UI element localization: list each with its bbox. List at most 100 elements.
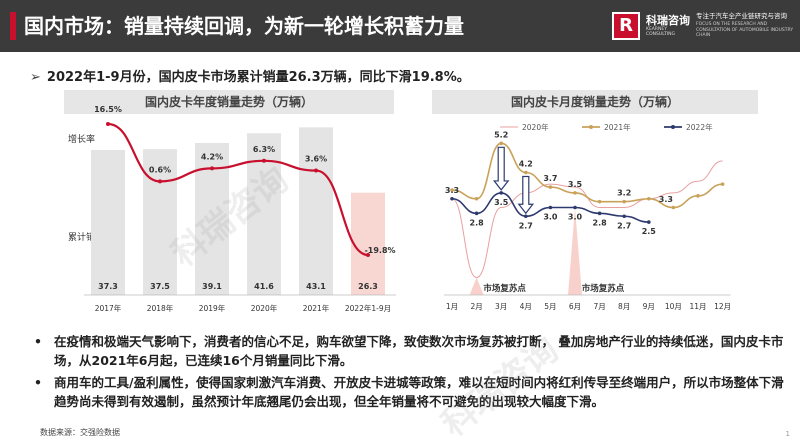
data-label-2022: 2.8 bbox=[470, 218, 485, 227]
series-point bbox=[647, 196, 651, 201]
recovery-highlight bbox=[469, 277, 484, 295]
series-point bbox=[622, 214, 626, 219]
data-label-2022: 2.7 bbox=[519, 221, 533, 230]
data-label-2022: 3.0 bbox=[568, 213, 583, 222]
growth-rate-line bbox=[107, 122, 369, 257]
growth-value-label: 4.2% bbox=[201, 152, 223, 161]
growth-point bbox=[158, 179, 162, 184]
series-point bbox=[671, 205, 676, 210]
bullet-text: 在疫情和极端天气影响下，消费者的信心不足，购车欲望下降，致使数次市场复苏被打断，… bbox=[54, 334, 784, 368]
series-line bbox=[451, 142, 723, 209]
data-label-2021: 5.2 bbox=[494, 130, 508, 139]
series-point bbox=[647, 220, 651, 224]
annual-chart-svg: 增长率累计销量37.32017年37.52018年39.12019年41.620… bbox=[68, 105, 396, 313]
x-tick-label: 4月 bbox=[520, 302, 532, 311]
data-label-2021: 3.7 bbox=[543, 174, 557, 183]
page-title: 国内市场：销量持续回调，为新一轮增长积蓄力量 bbox=[24, 14, 464, 38]
x-tick-label: 7月 bbox=[593, 302, 605, 311]
series-point bbox=[622, 199, 626, 204]
growth-value-label: 16.5% bbox=[94, 105, 122, 114]
legend-marker bbox=[671, 125, 675, 129]
bar-value-label: 37.3 bbox=[98, 282, 118, 291]
summary-text: 2022年1-9月份，国内皮卡市场累计销量26.3万辆，同比下滑19.8%。 bbox=[46, 70, 470, 85]
bullet-text: 商用车的工具/盈利属性，使得国家刺激汽车消费、开放皮卡进城等政策，难以在短时间内… bbox=[54, 375, 784, 409]
logo-slogan-english: FOCUS ON THE RESEARCH AND CONSULTATION O… bbox=[696, 22, 794, 38]
bullet-item: • 在疫情和极端天气影响下，消费者的信心不足，购车欲望下降，致使数次市场复苏被打断… bbox=[30, 332, 790, 370]
series-point bbox=[720, 182, 725, 186]
monthly-chart-svg: 2020年 2021年 2022年 5.2 4.2 3.7 3.5 3.2 3.3 2.8 3.5 2… bbox=[444, 122, 731, 311]
logo-mark-icon: R bbox=[612, 12, 640, 40]
growth-point bbox=[314, 168, 318, 173]
annotation-label: 市场复苏点 bbox=[582, 283, 625, 294]
growth-value-label: 6.3% bbox=[253, 145, 275, 154]
data-label-2021: 3.5 bbox=[568, 180, 583, 189]
logo-name: 科瑞咨询 bbox=[646, 14, 690, 27]
x-tick-label: 5月 bbox=[544, 302, 556, 311]
x-tick-label: 2018年 bbox=[147, 303, 174, 313]
bullet-list: • 在疫情和极端天气影响下，消费者的信心不足，购车欲望下降，致使数次市场复苏被打断… bbox=[30, 332, 790, 414]
annual-chart-title: 国内皮卡年度销量走势（万辆） bbox=[64, 90, 394, 114]
arrow-bullet-icon: ➢ bbox=[30, 70, 41, 85]
x-tick-label: 2019年 bbox=[199, 303, 226, 313]
company-logo: R 科瑞咨询 KEARNEY CONSULTING 专注于汽车全产业链研究与咨询… bbox=[612, 10, 793, 44]
x-tick-label: 12月 bbox=[714, 302, 731, 311]
series-point bbox=[696, 194, 700, 198]
growth-series-label: 增长率 bbox=[68, 133, 95, 145]
x-tick-label: 6月 bbox=[569, 302, 581, 311]
growth-value-label: 3.6% bbox=[305, 155, 327, 164]
data-label-2020: 3.3 bbox=[659, 195, 673, 204]
growth-point bbox=[106, 122, 110, 126]
data-label-2022: 2.8 bbox=[593, 218, 608, 227]
series-point bbox=[524, 214, 528, 219]
series-line bbox=[451, 160, 723, 279]
bar-value-label: 26.3 bbox=[358, 282, 378, 291]
data-label-2022: 2.5 bbox=[642, 227, 657, 236]
x-tick-label: 2022年1-9月 bbox=[345, 303, 391, 313]
series-point bbox=[474, 211, 479, 216]
x-tick-label: 2017年 bbox=[95, 303, 122, 313]
series-point bbox=[548, 185, 553, 189]
series-point bbox=[597, 211, 602, 216]
header-bar: 国内市场：销量持续回调，为新一轮增长积蓄力量 R 科瑞咨询 KEARNEY CO… bbox=[0, 0, 800, 52]
x-tick-label: 1月 bbox=[446, 302, 458, 311]
x-tick-label: 11月 bbox=[689, 302, 706, 311]
x-tick-label: 10月 bbox=[665, 302, 682, 311]
decline-arrow-icon bbox=[492, 146, 510, 191]
legend-label: 2022年 bbox=[686, 122, 713, 132]
bar-value-label: 43.1 bbox=[306, 282, 326, 291]
legend-label: 2020年 bbox=[522, 122, 549, 132]
annotation-label: 市场复苏点 bbox=[483, 283, 526, 294]
series-point bbox=[597, 199, 602, 204]
series-point bbox=[524, 170, 528, 175]
x-tick-label: 8月 bbox=[618, 302, 630, 311]
series-point bbox=[450, 188, 454, 192]
series-point bbox=[548, 205, 553, 210]
x-tick-label: 3月 bbox=[495, 302, 507, 311]
growth-point bbox=[210, 166, 214, 171]
bar bbox=[299, 127, 333, 295]
growth-point bbox=[262, 158, 266, 163]
bar-value-label: 37.5 bbox=[150, 282, 170, 291]
monthly-chart-title: 国内皮卡月度销量走势（万辆） bbox=[432, 90, 758, 114]
growth-point bbox=[366, 253, 370, 257]
x-tick-label: 2021年 bbox=[303, 303, 330, 313]
data-label-2022: 3.3 bbox=[445, 186, 459, 195]
data-label-2021: 3.2 bbox=[617, 189, 631, 198]
x-tick-label: 2月 bbox=[470, 302, 482, 311]
bullet-item: • 商用车的工具/盈利属性，使得国家刺激汽车消费、开放皮卡进城等政策，难以在短时间… bbox=[30, 373, 790, 411]
bar bbox=[351, 192, 385, 295]
series-point bbox=[573, 191, 577, 195]
series-point bbox=[573, 205, 577, 210]
logo-english-name: KEARNEY CONSULTING bbox=[646, 27, 676, 37]
series-point bbox=[499, 191, 503, 195]
decline-arrow-icon bbox=[517, 175, 535, 215]
monthly-sales-chart: 国内皮卡月度销量走势（万辆） 2020年 2021年 2022年 5.2 4.2 3.7 3… bbox=[432, 90, 758, 320]
legend-marker bbox=[589, 125, 593, 129]
title-accent-bar bbox=[10, 12, 16, 40]
page-number: 1 bbox=[785, 430, 790, 438]
bullet-dot-icon: • bbox=[34, 375, 42, 390]
data-label-2022: 3.0 bbox=[543, 213, 558, 222]
data-label-2022: 3.5 bbox=[494, 198, 509, 207]
series-point bbox=[499, 141, 503, 146]
recovery-highlight bbox=[568, 207, 582, 295]
